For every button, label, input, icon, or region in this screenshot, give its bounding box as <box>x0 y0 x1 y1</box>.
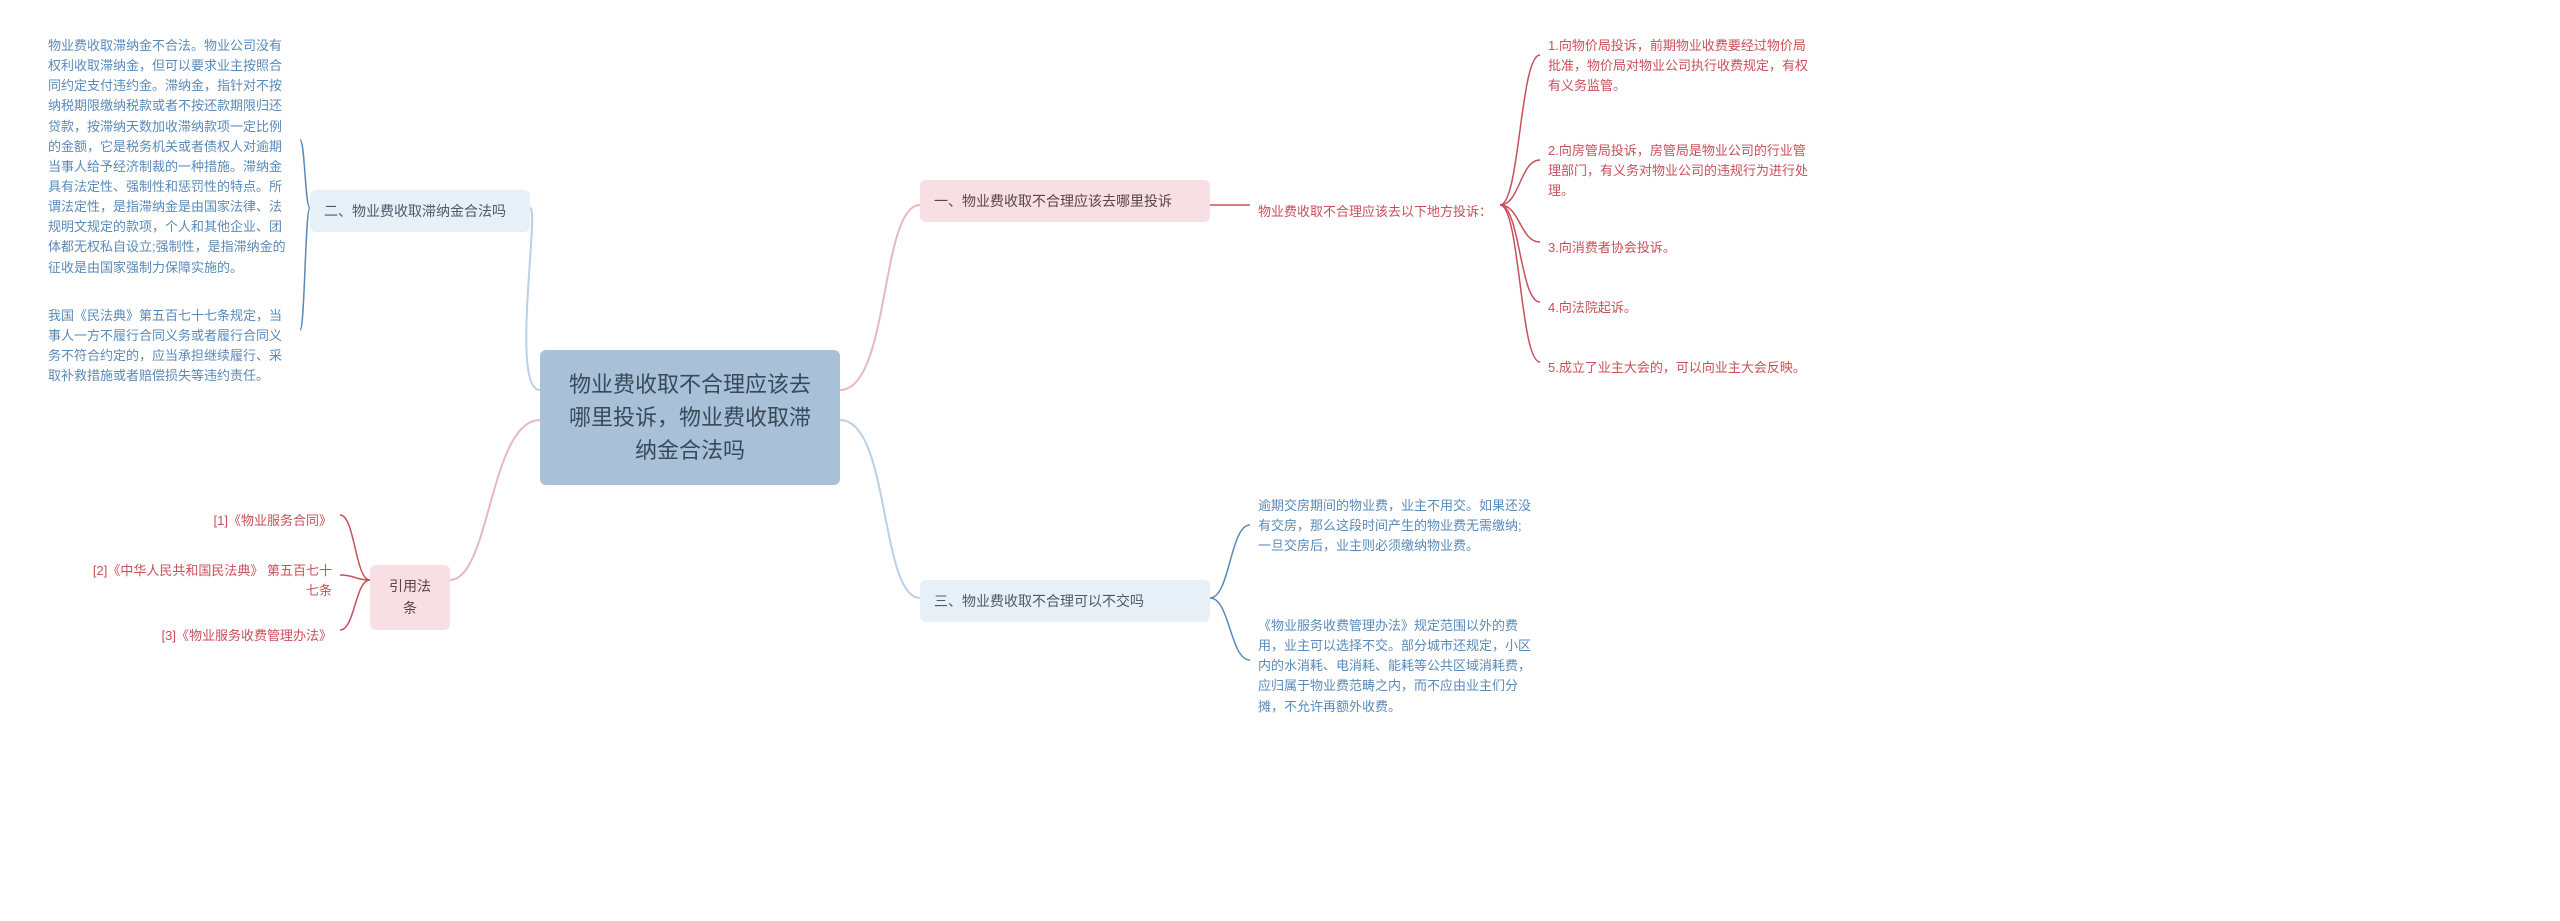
section-1-item-5: 5.成立了业主大会的，可以向业主大会反映。 <box>1540 352 1830 384</box>
section-1-item-1: 1.向物价局投诉，前期物业收费要经过物价局批准，物价局对物业公司执行收费规定，有… <box>1540 30 1820 102</box>
section-3-title: 三、物业费收取不合理可以不交吗 <box>920 580 1210 622</box>
section-1-item-2: 2.向房管局投诉，房管局是物业公司的行业管理部门，有义务对物业公司的违规行为进行… <box>1540 135 1820 207</box>
root-node: 物业费收取不合理应该去哪里投诉，物业费收取滞纳金合法吗 <box>540 350 840 485</box>
section-3-item-2: 《物业服务收费管理办法》规定范围以外的费用，业主可以选择不交。部分城市还规定，小… <box>1250 610 1540 723</box>
section-1-item-3: 3.向消费者协会投诉。 <box>1540 232 1740 264</box>
section-3-item-1: 逾期交房期间的物业费，业主不用交。如果还没有交房，那么这段时间产生的物业费无需缴… <box>1250 490 1540 562</box>
section-1-title: 一、物业费收取不合理应该去哪里投诉 <box>920 180 1210 222</box>
section-2-title: 二、物业费收取滞纳金合法吗 <box>310 190 530 232</box>
section-1-bridge: 物业费收取不合理应该去以下地方投诉： <box>1250 196 1500 228</box>
connector-layer <box>0 0 2560 921</box>
section-2-item-1: 物业费收取滞纳金不合法。物业公司没有权利收取滞纳金，但可以要求业主按照合同约定支… <box>40 30 300 284</box>
citations-title: 引用法条 <box>370 565 450 630</box>
section-1-item-4: 4.向法院起诉。 <box>1540 292 1690 324</box>
section-2-item-2: 我国《民法典》第五百七十七条规定，当事人一方不履行合同义务或者履行合同义务不符合… <box>40 300 300 393</box>
citation-item-3: [3]《物业服务收费管理办法》 <box>150 620 340 652</box>
citation-item-1: [1]《物业服务合同》 <box>170 505 340 537</box>
citation-item-2: [2]《中华人民共和国民法典》 第五百七十七条 <box>80 555 340 607</box>
